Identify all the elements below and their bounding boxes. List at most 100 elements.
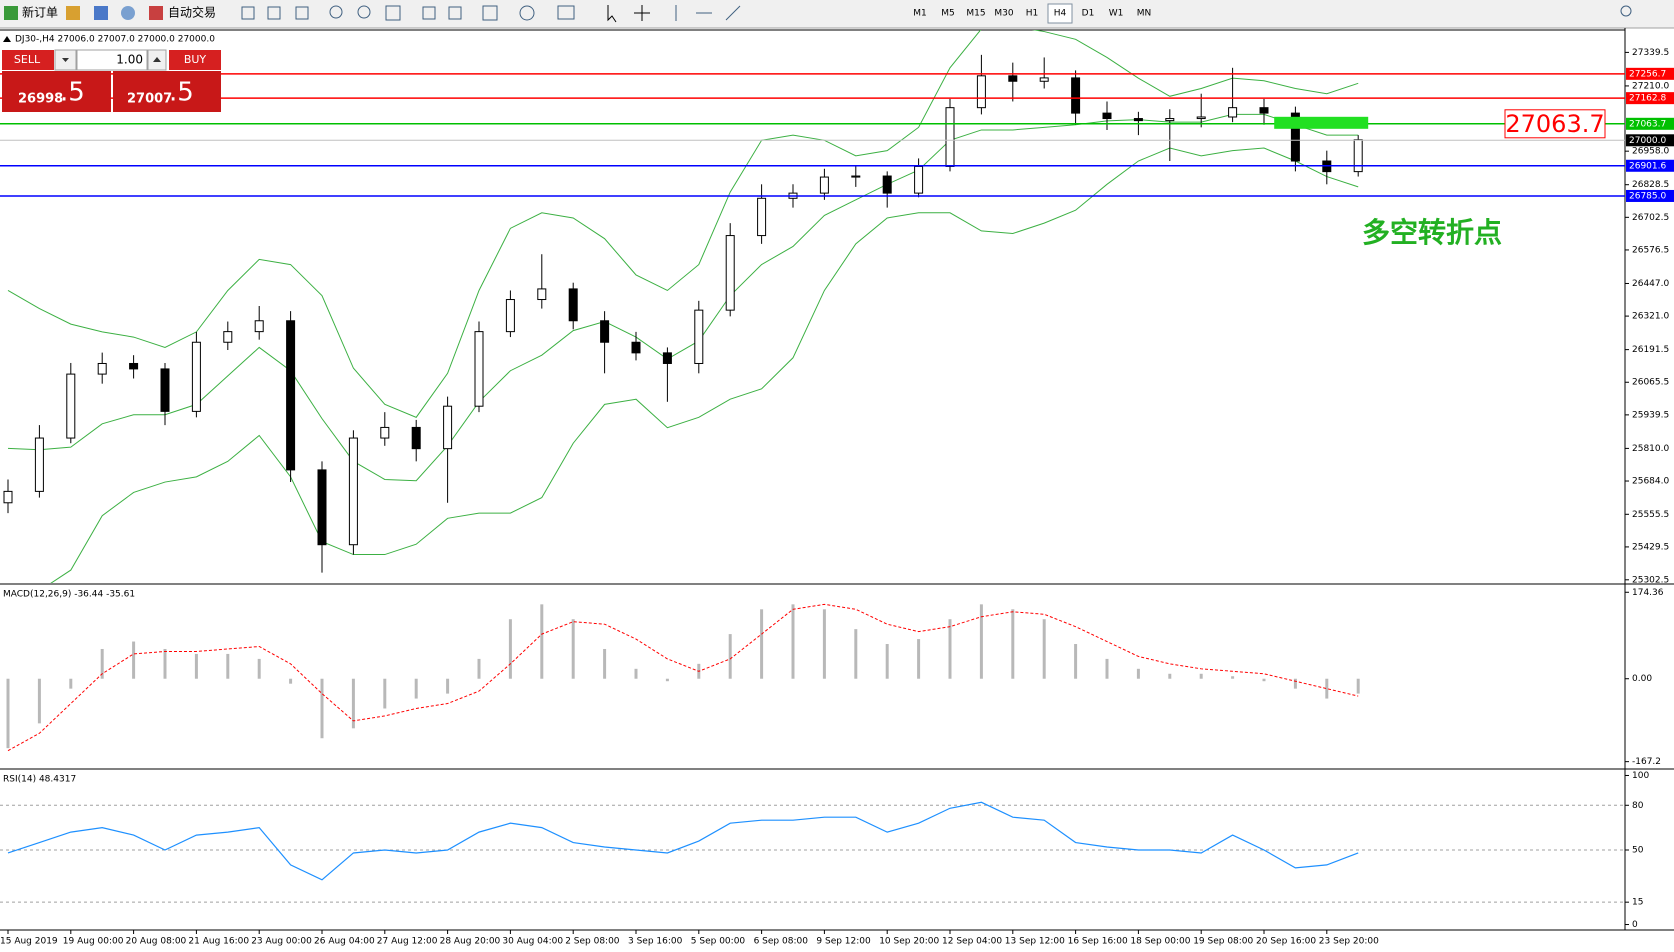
level-label-bg bbox=[1626, 92, 1674, 105]
x-tick-label: 23 Sep 20:00 bbox=[1319, 937, 1379, 947]
y-tick-label: 25429.5 bbox=[1632, 542, 1669, 552]
one-click-panel: SELL 1.00 BUY 26998 .5 27007 .5 bbox=[2, 49, 221, 112]
candle-body bbox=[443, 405, 453, 450]
spinner-arrow bbox=[153, 57, 161, 62]
panel-title: RSI(14) 48.4317 bbox=[3, 775, 76, 785]
x-tick-label: 28 Aug 20:00 bbox=[440, 937, 501, 947]
macd-bar bbox=[446, 678, 450, 694]
candle-body bbox=[223, 331, 233, 343]
candle-body bbox=[348, 437, 358, 546]
buy-button[interactable] bbox=[169, 50, 221, 70]
lot-input[interactable] bbox=[76, 49, 148, 71]
timeframe-button[interactable]: M5 bbox=[941, 9, 955, 19]
timeframe-button[interactable]: M30 bbox=[994, 9, 1013, 19]
x-tick-label: 20 Sep 16:00 bbox=[1256, 937, 1316, 947]
timeframe-button[interactable]: MN bbox=[1137, 9, 1152, 19]
buy-price-box[interactable] bbox=[113, 71, 221, 112]
level-box-label: 27063.7 bbox=[1505, 110, 1604, 138]
macd-bar bbox=[1356, 678, 1360, 694]
x-tick-label: 20 Aug 08:00 bbox=[126, 937, 187, 947]
tool-icon[interactable] bbox=[519, 5, 535, 21]
plot-area bbox=[6, 603, 1360, 752]
cursor-tool[interactable] bbox=[607, 5, 617, 23]
level-label: 26901.6 bbox=[1629, 161, 1666, 171]
candle-body bbox=[1290, 112, 1300, 162]
macd-bar bbox=[289, 678, 293, 684]
current-price-label-bg bbox=[1626, 134, 1674, 147]
tool-icon[interactable] bbox=[94, 6, 108, 20]
y-tick-label: 0.00 bbox=[1632, 674, 1652, 684]
zoom-in[interactable] bbox=[329, 5, 343, 19]
tool-icon[interactable] bbox=[422, 6, 436, 20]
candle-body bbox=[662, 352, 672, 364]
new-order-icon[interactable] bbox=[4, 6, 18, 20]
ask-price[interactable]: 27007 bbox=[127, 92, 172, 107]
level-label: 26785.0 bbox=[1629, 191, 1666, 201]
toolbar-icons bbox=[241, 5, 1632, 21]
y-tick-label: 0 bbox=[1632, 920, 1638, 930]
candle-body bbox=[600, 320, 610, 343]
timeframe-button[interactable]: M1 bbox=[913, 9, 927, 19]
timeframe-button[interactable]: W1 bbox=[1109, 9, 1124, 19]
tool-icon[interactable] bbox=[66, 6, 80, 20]
candle-body bbox=[97, 362, 107, 375]
timeframe-button[interactable]: H1 bbox=[1026, 9, 1039, 19]
timeframe-button[interactable]: H4 bbox=[1054, 9, 1067, 19]
tool-icon[interactable] bbox=[385, 5, 401, 21]
macd-bar bbox=[979, 604, 983, 679]
macd-bar bbox=[665, 678, 669, 682]
auto-trade-icon[interactable] bbox=[149, 6, 163, 20]
y-tick-label: 15 bbox=[1632, 898, 1643, 908]
tool-icon[interactable] bbox=[448, 6, 462, 20]
tool-icon[interactable] bbox=[121, 6, 135, 20]
buy-label[interactable]: BUY bbox=[184, 53, 207, 66]
x-tick-label: 16 Sep 16:00 bbox=[1068, 937, 1128, 947]
level-label: 27162.8 bbox=[1629, 94, 1666, 104]
ask-pips[interactable]: .5 bbox=[169, 78, 194, 108]
macd-bar bbox=[948, 619, 952, 679]
candle-body bbox=[1259, 107, 1269, 114]
sell-button[interactable] bbox=[2, 50, 54, 70]
level-label-bg bbox=[1626, 117, 1674, 130]
macd-bar bbox=[1231, 676, 1235, 679]
candle-body bbox=[1039, 77, 1049, 82]
bid-price[interactable]: 26998 bbox=[18, 92, 63, 107]
lot-value[interactable]: 1.00 bbox=[116, 53, 143, 67]
chart-header: DJ30-,H4 27006.0 27007.0 27000.0 27000.0 bbox=[15, 35, 215, 45]
y-tick-label: 174.36 bbox=[1632, 588, 1664, 598]
y-tick-label: 25684.0 bbox=[1632, 477, 1669, 487]
sell-price-box[interactable] bbox=[2, 71, 111, 112]
trend-tool[interactable] bbox=[725, 5, 741, 21]
timeframe-button[interactable]: M15 bbox=[966, 9, 985, 19]
macd-bar bbox=[383, 678, 387, 709]
bid-pips[interactable]: .5 bbox=[60, 78, 85, 108]
y-tick-label: 26321.0 bbox=[1632, 312, 1669, 322]
sell-label[interactable]: SELL bbox=[14, 53, 41, 66]
macd-bar bbox=[1074, 644, 1078, 679]
zoom-out[interactable] bbox=[357, 5, 371, 19]
panel-title: MACD(12,26,9) -36.44 -35.61 bbox=[3, 590, 135, 600]
current-price-label: 27000.0 bbox=[1629, 136, 1666, 146]
y-tick-label: -167.2 bbox=[1632, 757, 1661, 767]
auto-trade[interactable]: 自动交易 bbox=[168, 5, 216, 20]
bollinger-middle bbox=[7, 113, 1359, 482]
tool-icon[interactable] bbox=[267, 6, 281, 20]
collapse-arrow[interactable] bbox=[3, 36, 11, 42]
tool-icon[interactable] bbox=[557, 5, 575, 20]
new-order[interactable]: 新订单 bbox=[22, 5, 58, 20]
timeframe-button[interactable]: D1 bbox=[1082, 9, 1095, 19]
macd-bar bbox=[351, 678, 355, 729]
level-label-bg bbox=[1626, 189, 1674, 202]
macd-bar bbox=[37, 678, 41, 724]
search[interactable] bbox=[1620, 5, 1632, 17]
tool-icon[interactable] bbox=[482, 5, 498, 21]
macd-bar bbox=[728, 634, 732, 679]
tool-icon[interactable] bbox=[295, 6, 309, 20]
crosshair-tool[interactable] bbox=[634, 5, 650, 21]
x-tick-label: 9 Sep 12:00 bbox=[816, 937, 871, 947]
active-timeframe bbox=[1047, 3, 1073, 24]
candle-body bbox=[34, 437, 44, 492]
tool-icon[interactable] bbox=[241, 6, 255, 20]
y-tick-label: 25555.5 bbox=[1632, 510, 1669, 520]
